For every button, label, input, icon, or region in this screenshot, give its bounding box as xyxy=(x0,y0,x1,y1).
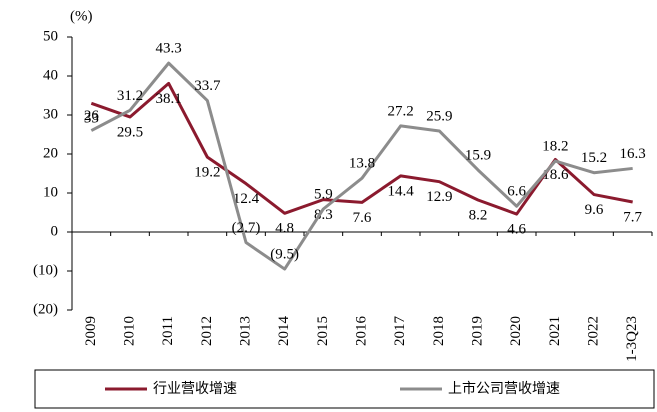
data-label: 5.9 xyxy=(314,186,333,202)
x-tick-label: 2012 xyxy=(199,316,215,346)
data-label: 9.6 xyxy=(585,202,604,218)
y-tick-label: (20) xyxy=(33,301,58,317)
x-tick-label: 2018 xyxy=(431,316,447,346)
data-label: 31.2 xyxy=(117,88,143,104)
data-label: 14.4 xyxy=(388,183,415,199)
x-tick-label: 2022 xyxy=(585,316,601,346)
x-tick-label: 2020 xyxy=(508,316,524,346)
y-tick-label: 40 xyxy=(43,67,58,83)
data-label: 18.6 xyxy=(542,167,569,183)
x-tick-label: 2011 xyxy=(160,316,176,345)
x-tick-label: 2017 xyxy=(392,316,408,347)
data-label: 25.9 xyxy=(426,108,452,124)
y-tick-label: 30 xyxy=(43,106,58,122)
data-label: 8.3 xyxy=(314,207,333,223)
x-tick-label: 2021 xyxy=(547,316,563,346)
data-label: 15.2 xyxy=(581,150,607,166)
data-label: 26 xyxy=(84,108,100,124)
x-tick-label: 2016 xyxy=(353,316,369,347)
y-tick-label: 10 xyxy=(43,184,58,200)
x-tick-label: 2014 xyxy=(276,316,292,347)
data-label: 33.7 xyxy=(194,78,221,94)
y-tick-label: 20 xyxy=(43,145,58,161)
data-label: 29.5 xyxy=(117,124,143,140)
data-label: 15.9 xyxy=(465,147,491,163)
y-tick-label: (10) xyxy=(33,262,58,278)
y-axis-label: (%) xyxy=(70,8,93,24)
y-tick-label: 0 xyxy=(51,223,59,239)
data-label: 43.3 xyxy=(156,41,182,57)
x-tick-label: 2015 xyxy=(315,316,331,346)
data-label: 7.6 xyxy=(353,210,372,226)
y-tick-label: 50 xyxy=(43,28,58,44)
data-label: 38.1 xyxy=(156,91,182,107)
data-label: 13.8 xyxy=(349,156,375,172)
data-label: (9.5) xyxy=(270,246,299,262)
x-tick-label: 2010 xyxy=(121,316,137,346)
data-label: 27.2 xyxy=(388,103,414,119)
x-tick-label: 2009 xyxy=(83,316,99,346)
legend-label: 上市公司营收增速 xyxy=(448,380,560,397)
data-label: 4.6 xyxy=(507,221,526,237)
x-tick-label: 2013 xyxy=(237,316,253,346)
data-label: 7.7 xyxy=(623,209,642,225)
data-label: 12.9 xyxy=(426,189,452,205)
legend-label: 行业营收增速 xyxy=(153,381,237,397)
data-label: 33 xyxy=(84,111,99,127)
legend-box xyxy=(34,369,655,409)
x-tick-label: 2019 xyxy=(469,316,485,346)
data-label: (2.7) xyxy=(232,220,261,236)
data-label: 18.2 xyxy=(542,138,568,154)
data-label: 19.2 xyxy=(194,165,220,181)
series-line xyxy=(90,61,633,271)
x-tick-label: 1-3Q23 xyxy=(624,316,640,362)
data-label: 12.4 xyxy=(233,191,260,207)
data-label: 6.6 xyxy=(507,184,526,200)
data-label: 16.3 xyxy=(620,146,646,162)
data-label: 8.2 xyxy=(469,207,488,223)
data-label: 4.8 xyxy=(275,221,294,237)
